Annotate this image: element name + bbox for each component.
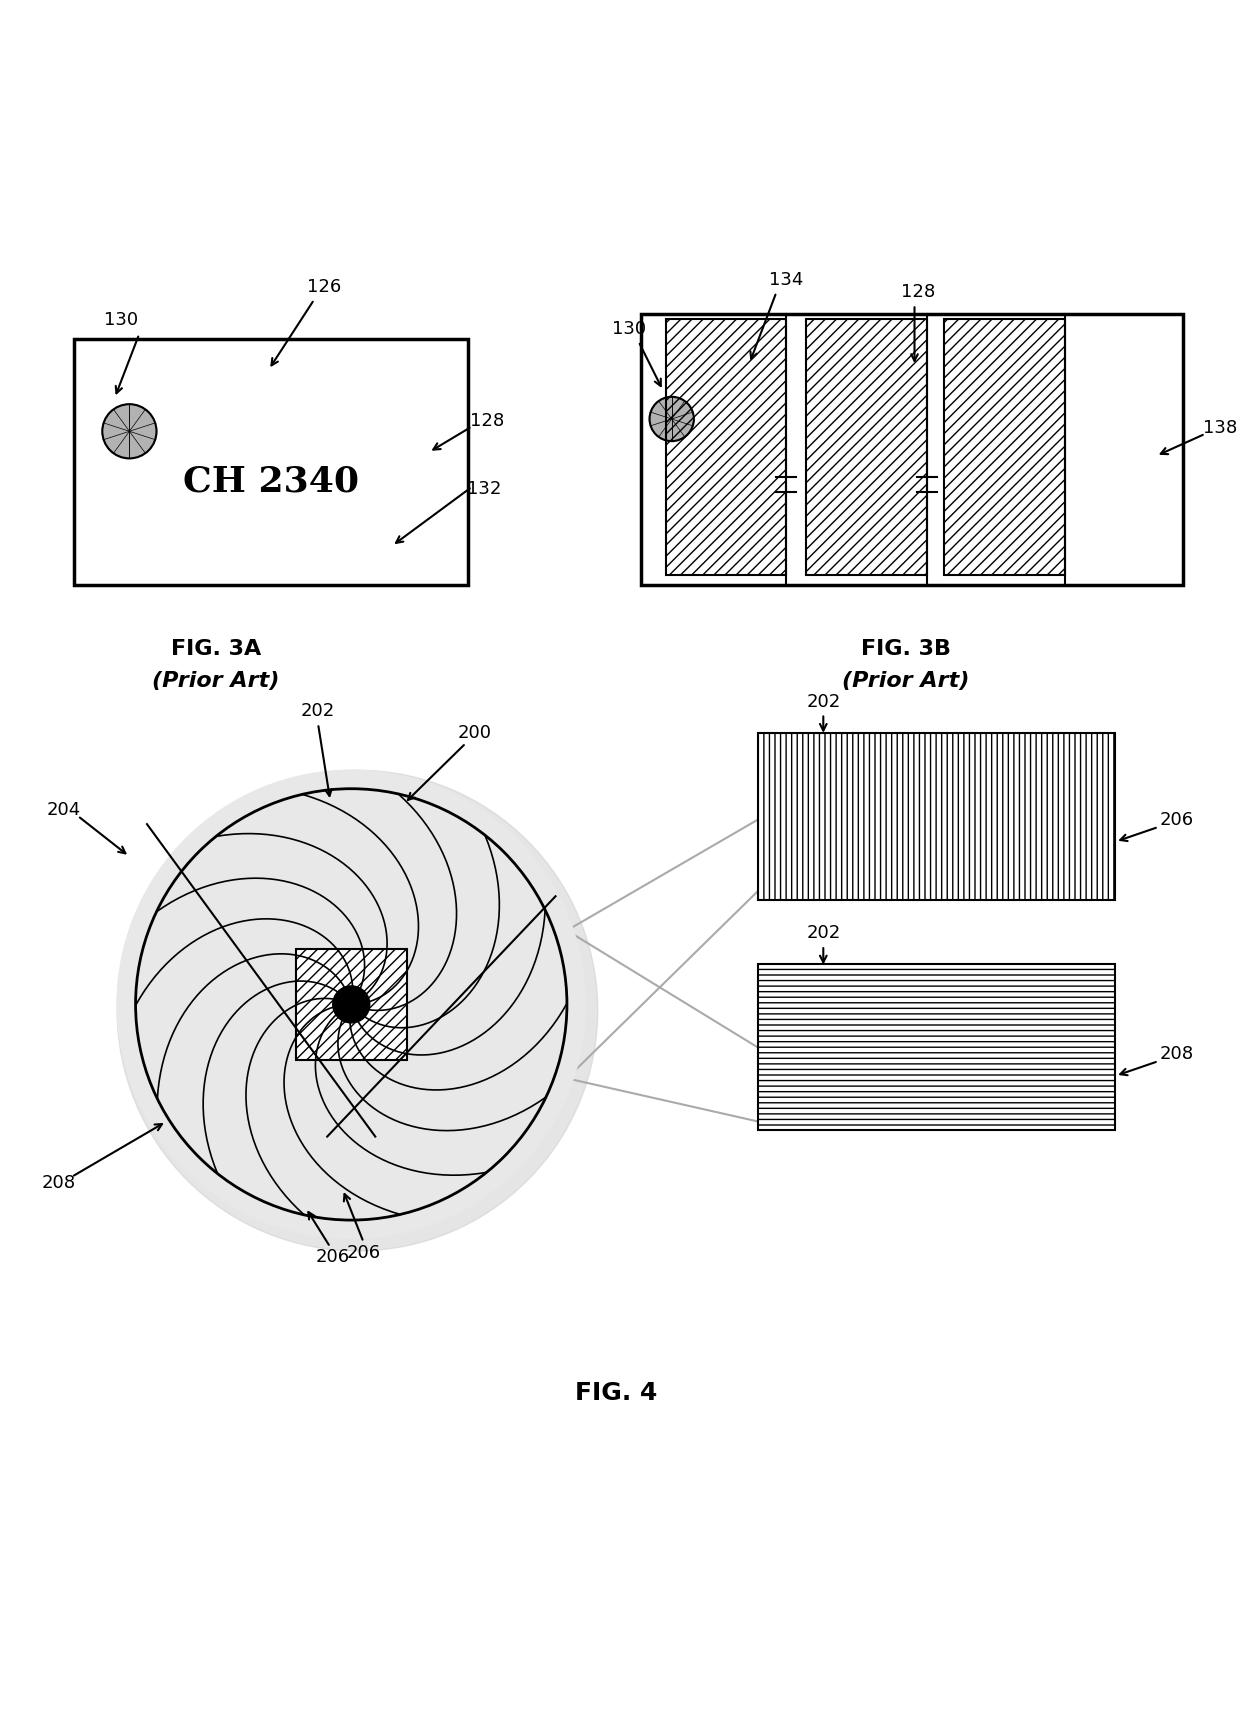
FancyBboxPatch shape <box>758 964 1116 1131</box>
Text: 134: 134 <box>769 271 804 289</box>
Text: (Prior Art): (Prior Art) <box>153 671 279 692</box>
Text: 130: 130 <box>104 312 138 329</box>
Text: 206: 206 <box>1159 810 1194 829</box>
FancyBboxPatch shape <box>641 313 1183 586</box>
Text: 208: 208 <box>42 1173 76 1192</box>
Text: 128: 128 <box>470 413 503 430</box>
Text: 126: 126 <box>308 278 341 296</box>
Text: 128: 128 <box>901 283 935 301</box>
Circle shape <box>332 987 370 1023</box>
Text: 202: 202 <box>301 702 335 719</box>
Text: FIG. 3B: FIG. 3B <box>861 639 951 660</box>
Circle shape <box>117 771 585 1238</box>
Text: 206: 206 <box>316 1249 350 1266</box>
Text: 204: 204 <box>47 800 81 819</box>
FancyBboxPatch shape <box>74 339 469 586</box>
Text: 206: 206 <box>346 1244 381 1262</box>
Text: FIG. 4: FIG. 4 <box>575 1381 657 1405</box>
Circle shape <box>102 404 156 459</box>
Text: FIG. 3A: FIG. 3A <box>171 639 260 660</box>
FancyBboxPatch shape <box>806 319 926 576</box>
Text: (Prior Art): (Prior Art) <box>842 671 970 692</box>
Text: 202: 202 <box>806 694 841 711</box>
Text: 138: 138 <box>1203 418 1238 437</box>
Text: 202: 202 <box>806 923 841 942</box>
FancyBboxPatch shape <box>944 319 1065 576</box>
Circle shape <box>117 771 598 1250</box>
FancyBboxPatch shape <box>758 733 1116 899</box>
Text: 132: 132 <box>467 480 501 498</box>
Text: 200: 200 <box>458 725 491 742</box>
Text: 208: 208 <box>1159 1045 1194 1062</box>
FancyBboxPatch shape <box>666 319 786 576</box>
Bar <box>296 949 407 1060</box>
Text: CH 2340: CH 2340 <box>184 464 360 498</box>
Circle shape <box>650 397 694 442</box>
Text: 130: 130 <box>611 320 646 337</box>
